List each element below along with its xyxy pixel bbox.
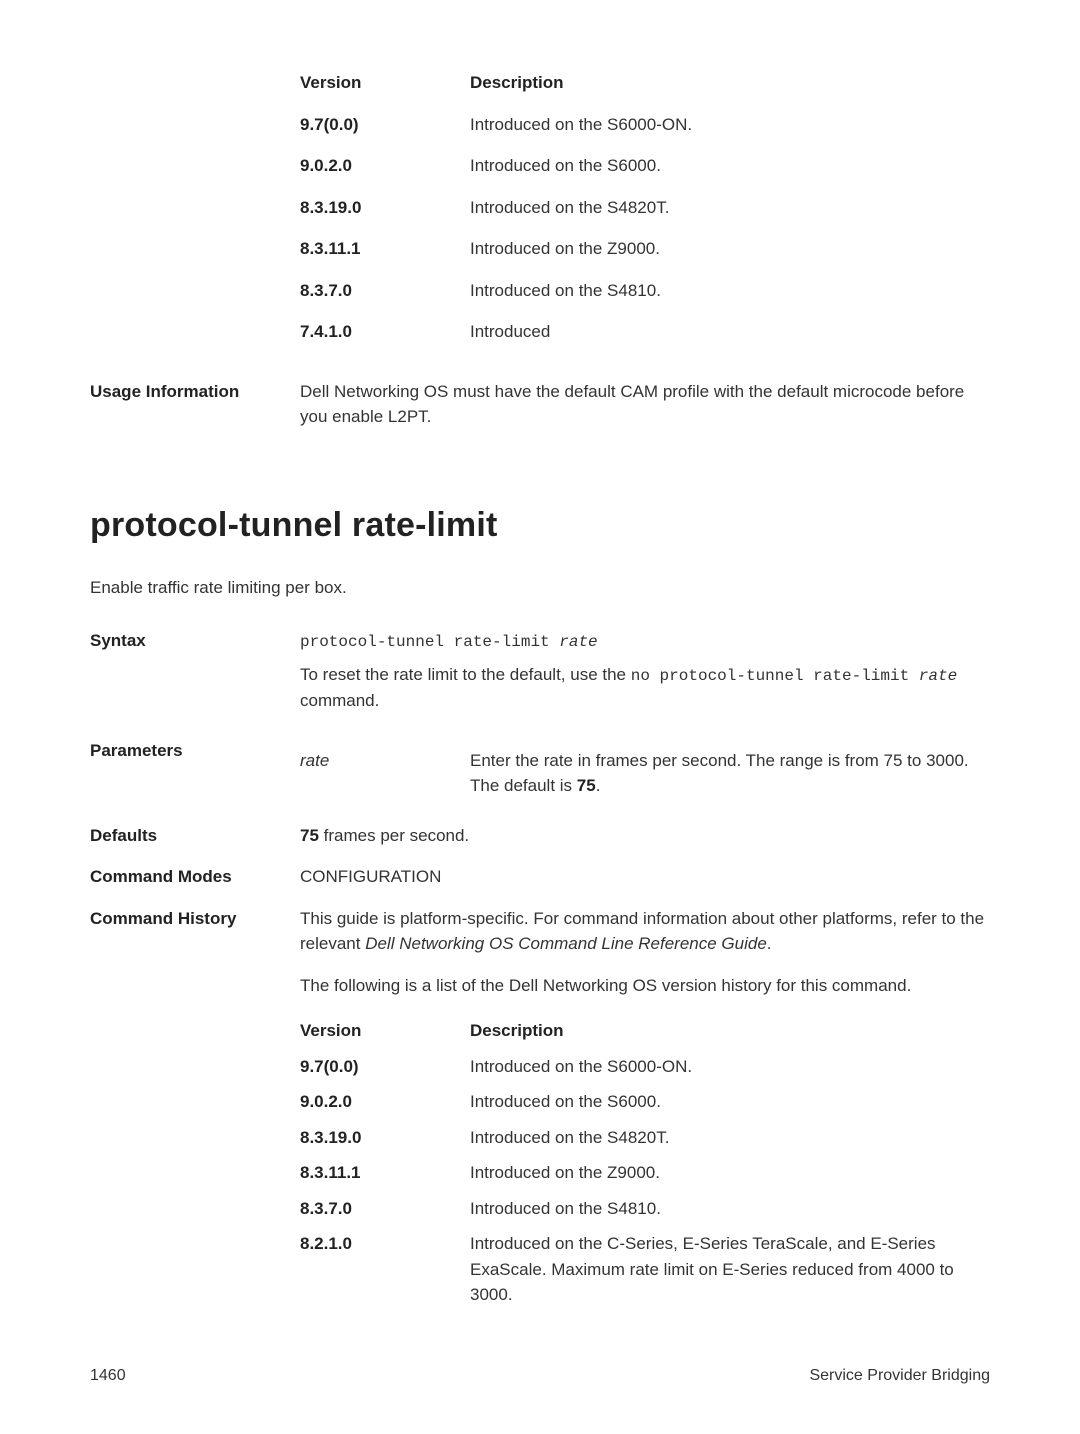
version-cell: 8.3.7.0 (300, 1196, 470, 1222)
row-spacer (90, 112, 300, 148)
table-row: 8.3.19.0Introduced on the S4820T. (300, 1125, 990, 1151)
footer-page: 1460 (90, 1364, 126, 1388)
param-desc-pre: Enter the rate in frames per second. The… (470, 751, 969, 796)
table-row: 8.3.7.0Introduced on the S4810. (300, 1196, 990, 1222)
history-para1-italic: Dell Networking OS Command Line Referenc… (365, 934, 767, 953)
table-row: 8.3.19.0Introduced on the S4820T. (90, 195, 990, 231)
description-cell: Introduced on the S6000. (470, 1089, 990, 1115)
syntax-code-prefix: protocol-tunnel rate-limit (300, 633, 559, 651)
table-row: 8.2.1.0Introduced on the C-Series, E-Ser… (300, 1231, 990, 1308)
version-cell: 9.7(0.0) (300, 1054, 470, 1080)
row-spacer (90, 195, 300, 231)
table-row: 8.3.11.1Introduced on the Z9000. (90, 236, 990, 272)
table-row: 9.7(0.0)Introduced on the S6000-ON. (300, 1054, 990, 1080)
history-para2: The following is a list of the Dell Netw… (300, 973, 990, 999)
defaults-bold: 75 (300, 826, 319, 845)
version-cell: 8.3.11.1 (300, 1160, 470, 1186)
history-th-version: Version (300, 1018, 470, 1044)
defaults-post: frames per second. (319, 826, 469, 845)
row-spacer (90, 153, 300, 189)
syntax-code-arg: rate (559, 633, 597, 651)
defaults-label: Defaults (90, 823, 300, 849)
description-cell: Introduced on the Z9000. (470, 1160, 990, 1186)
top-table-spacer (90, 70, 300, 106)
syntax-reset-post: command. (300, 691, 379, 710)
table-row: 9.0.2.0Introduced on the S6000. (300, 1089, 990, 1115)
description-cell: Introduced on the S6000-ON. (470, 112, 990, 138)
table-row: 8.3.11.1Introduced on the Z9000. (300, 1160, 990, 1186)
syntax-reset: To reset the rate limit to the default, … (300, 662, 990, 714)
param-name: rate (300, 748, 470, 799)
syntax-reset-arg: rate (919, 667, 957, 685)
top-th-version: Version (300, 70, 470, 96)
description-cell: Introduced on the S6000. (470, 153, 990, 179)
modes-section: Command Modes CONFIGURATION (90, 864, 990, 890)
param-desc-post: . (596, 776, 601, 795)
version-cell: 8.3.19.0 (300, 195, 470, 221)
history-para1-post: . (767, 934, 772, 953)
top-th-description: Description (470, 70, 990, 96)
version-cell: 8.3.19.0 (300, 1125, 470, 1151)
table-row: 9.0.2.0Introduced on the S6000. (90, 153, 990, 189)
table-row: 7.4.1.0Introduced (90, 319, 990, 355)
syntax-section: Syntax protocol-tunnel rate-limit rate T… (90, 628, 990, 714)
description-cell: Introduced on the Z9000. (470, 236, 990, 262)
param-desc: Enter the rate in frames per second. The… (470, 748, 990, 799)
history-section: Command History This guide is platform-s… (90, 906, 990, 1318)
history-para1: This guide is platform-specific. For com… (300, 906, 990, 957)
history-table-header: Version Description (300, 1018, 990, 1054)
description-cell: Introduced on the S4820T. (470, 1125, 990, 1151)
version-cell: 8.3.7.0 (300, 278, 470, 304)
description-cell: Introduced on the C-Series, E-Series Ter… (470, 1231, 990, 1308)
syntax-code: protocol-tunnel rate-limit rate (300, 628, 990, 654)
description-cell: Introduced (470, 319, 990, 345)
history-th-description: Description (470, 1018, 990, 1044)
description-cell: Introduced on the S4820T. (470, 195, 990, 221)
footer-section: Service Provider Bridging (809, 1364, 990, 1388)
description-cell: Introduced on the S6000-ON. (470, 1054, 990, 1080)
version-cell: 8.3.11.1 (300, 236, 470, 262)
usage-label: Usage Information (90, 379, 300, 430)
command-intro: Enable traffic rate limiting per box. (90, 575, 990, 601)
syntax-reset-code: no protocol-tunnel rate-limit (631, 667, 919, 685)
defaults-value: 75 frames per second. (300, 823, 990, 849)
param-desc-bold: 75 (577, 776, 596, 795)
top-version-table-header: Version Description (90, 70, 990, 106)
row-spacer (90, 319, 300, 355)
row-spacer (90, 236, 300, 272)
version-cell: 9.7(0.0) (300, 112, 470, 138)
table-row: 9.7(0.0)Introduced on the S6000-ON. (90, 112, 990, 148)
usage-text: Dell Networking OS must have the default… (300, 379, 990, 430)
defaults-section: Defaults 75 frames per second. (90, 823, 990, 849)
version-cell: 9.0.2.0 (300, 153, 470, 179)
version-cell: 9.0.2.0 (300, 1089, 470, 1115)
modes-label: Command Modes (90, 864, 300, 890)
command-title: protocol-tunnel rate-limit (90, 500, 990, 551)
modes-value: CONFIGURATION (300, 864, 990, 890)
row-spacer (90, 278, 300, 314)
syntax-reset-pre: To reset the rate limit to the default, … (300, 665, 631, 684)
usage-section: Usage Information Dell Networking OS mus… (90, 379, 990, 430)
version-cell: 7.4.1.0 (300, 319, 470, 345)
description-cell: Introduced on the S4810. (470, 1196, 990, 1222)
table-row: 8.3.7.0Introduced on the S4810. (90, 278, 990, 314)
parameters-label: Parameters (90, 738, 300, 799)
syntax-label: Syntax (90, 628, 300, 714)
parameters-section: Parameters rate Enter the rate in frames… (90, 738, 990, 799)
history-label: Command History (90, 906, 300, 1318)
page-footer: 1460 Service Provider Bridging (90, 1364, 990, 1388)
version-cell: 8.2.1.0 (300, 1231, 470, 1308)
description-cell: Introduced on the S4810. (470, 278, 990, 304)
